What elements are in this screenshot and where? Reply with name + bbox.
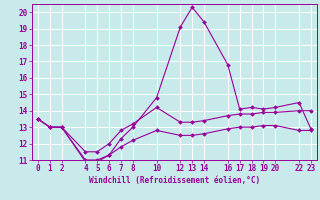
- X-axis label: Windchill (Refroidissement éolien,°C): Windchill (Refroidissement éolien,°C): [89, 176, 260, 185]
